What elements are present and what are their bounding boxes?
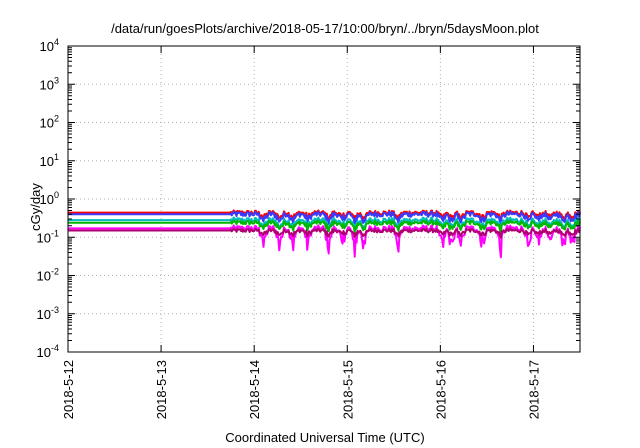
x-tick-labels: 2018-5-12 2018-5-13 2018-5-14 2018-5-15 2018…	[61, 360, 541, 419]
y-tick-label: 103	[40, 75, 59, 92]
y-tick-exponent: -2	[51, 267, 59, 277]
y-tick-base: 10	[40, 77, 54, 92]
y-tick-label: 102	[40, 114, 59, 131]
y-tick-exponent: 2	[54, 114, 59, 124]
y-tick-exponent: -1	[51, 228, 59, 238]
series-lines	[68, 209, 581, 259]
y-tick-base: 10	[40, 116, 54, 131]
y-tick-exponent: -4	[51, 343, 59, 353]
series-line	[68, 227, 581, 239]
y-tick-label: 10-4	[37, 343, 59, 360]
y-tick-base: 10	[37, 230, 51, 245]
series-line	[68, 210, 581, 227]
plot-frame	[67, 45, 581, 353]
y-tick-exponent: 1	[54, 152, 59, 162]
x-tick-label: 2018-5-16	[433, 360, 448, 419]
x-tick-label: 2018-5-13	[154, 360, 169, 419]
series-line	[68, 209, 581, 223]
y-tick-label: 101	[40, 152, 59, 169]
chart-title: /data/run/goesPlots/archive/2018-05-17/1…	[111, 21, 539, 36]
y-tick-label: 10-3	[37, 305, 59, 322]
y-tick-base: 10	[40, 154, 54, 169]
x-tick-label: 2018-5-14	[247, 360, 262, 419]
axes	[67, 45, 581, 353]
y-tick-base: 10	[37, 345, 51, 360]
y-tick-base: 10	[40, 192, 54, 207]
y-tick-base: 10	[37, 269, 51, 284]
y-tick-exponent: 3	[54, 75, 59, 85]
y-tick-base: 10	[37, 307, 51, 322]
x-tick-label: 2018-5-17	[526, 360, 541, 419]
y-axis-label: cGy/day	[28, 183, 43, 231]
x-tick-label: 2018-5-15	[340, 360, 355, 419]
y-tick-exponent: -3	[51, 305, 59, 315]
grid-lines	[68, 46, 580, 352]
x-axis-label: Coordinated Universal Time (UTC)	[225, 430, 424, 445]
y-tick-label: 100	[40, 190, 59, 207]
y-tick-exponent: 4	[54, 37, 59, 47]
series-line	[68, 219, 581, 234]
y-tick-label: 104	[40, 37, 59, 54]
x-tick-label: 2018-5-12	[61, 360, 76, 419]
y-tick-label: 10-2	[37, 267, 59, 284]
series-line	[68, 216, 581, 233]
y-tick-exponent: 0	[54, 190, 59, 200]
y-tick-base: 10	[40, 39, 54, 54]
y-tick-label: 10-1	[37, 228, 59, 245]
